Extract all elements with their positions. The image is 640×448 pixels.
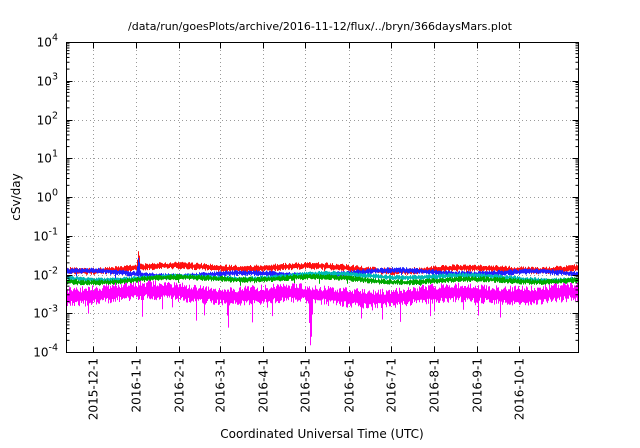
y-tick-label: 103	[37, 72, 58, 89]
y-axis-label: cSv/day	[9, 173, 23, 221]
x-tick-label: 2016-5-1	[299, 358, 313, 412]
x-tick-label: 2016-2-1	[173, 358, 187, 412]
x-tick-label: 2015-12-1	[87, 358, 101, 420]
y-tick-label: 10-1	[33, 227, 58, 244]
series-magenta	[66, 280, 578, 346]
x-tick-label: 2016-3-1	[214, 358, 228, 412]
x-tick-label: 2016-9-1	[471, 358, 485, 412]
x-tick-label: 2016-7-1	[385, 358, 399, 412]
x-tick-label: 2016-6-1	[343, 358, 357, 412]
plot-title: /data/run/goesPlots/archive/2016-11-12/f…	[128, 20, 512, 33]
y-tick-label: 10-2	[33, 266, 58, 283]
y-tick-label: 102	[37, 111, 58, 128]
x-tick-label: 2016-10-1	[513, 358, 527, 420]
x-tick-label: 2016-8-1	[428, 358, 442, 412]
y-tick-label: 10-3	[33, 304, 58, 321]
y-tick-label: 100	[37, 188, 58, 205]
x-axis-label: Coordinated Universal Time (UTC)	[220, 427, 424, 441]
y-tick-label: 10-4	[33, 343, 58, 360]
y-tick-label: 101	[37, 149, 58, 166]
tick-labels: 104 103 102 101 100 10-1 10-2 10-3 10-4 2015-12-1…	[33, 33, 526, 421]
x-tick-label: 2016-4-1	[257, 358, 271, 412]
x-tick-label: 2016-1-1	[130, 358, 144, 412]
series-group	[66, 251, 578, 346]
axes	[66, 42, 579, 353]
y-tick-label: 104	[37, 33, 58, 50]
